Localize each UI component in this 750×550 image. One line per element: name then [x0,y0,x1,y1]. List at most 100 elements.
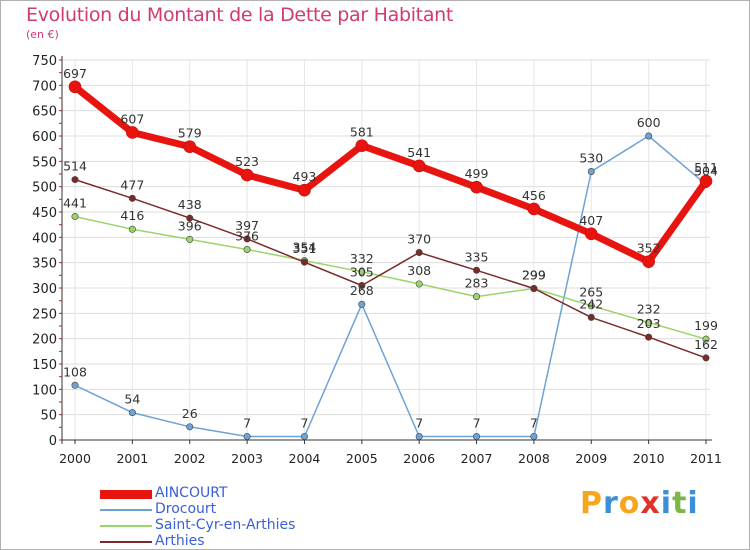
data-point [527,202,541,216]
data-point [186,235,194,243]
data-label: 299 [522,268,546,283]
data-label: 511 [694,160,718,175]
x-tick-label: 2005 [346,451,378,466]
data-label: 504 [694,164,718,179]
series-line-Drocourt [74,135,707,438]
data-point [470,180,483,194]
y-tick-label: 500 [32,181,57,196]
legend-swatch [100,489,152,499]
logo-letter: t [672,486,688,521]
data-label: 108 [63,364,87,379]
data-label: 54 [124,392,140,407]
x-tick-label: 2006 [403,451,435,466]
data-point [530,432,538,440]
x-tick-label: 2002 [174,451,206,466]
data-point [355,139,369,152]
tick-labels: 0 50 100 150 200 250 300 350 400 450 500 550 600 650 7… [32,54,722,466]
y-tick-label: 750 [32,54,57,69]
data-label: 370 [407,232,431,247]
data-label: 232 [637,301,661,316]
data-label: 354 [293,240,317,255]
x-tick-label: 2007 [461,451,493,466]
series-line-Saint-Cyr-en-Arthies [74,215,707,340]
data-point [699,174,713,188]
data-label: 335 [465,249,489,264]
data-point [71,176,79,184]
axes [59,56,712,444]
data-point [240,168,254,182]
data-point [128,194,136,202]
data-label: 600 [637,115,661,130]
y-tick-label: 200 [32,333,57,348]
series-lines [71,83,710,438]
x-tick-label: 2004 [289,451,321,466]
data-point [68,80,82,94]
y-tick-label: 550 [32,155,57,170]
x-tick-label: 2001 [116,451,148,466]
y-tick-label: 650 [32,105,57,120]
legend-label: Drocourt [155,501,217,517]
data-label: 607 [120,111,144,126]
data-point [415,432,423,440]
series-points [68,80,713,440]
data-label: 441 [63,196,87,211]
data-point [473,293,481,301]
data-label: 514 [63,159,87,174]
data-label: 477 [120,177,144,192]
data-label: 332 [350,251,374,266]
x-tick-label: 2000 [59,451,91,466]
data-label: 579 [178,126,202,141]
data-label: 523 [235,154,259,169]
data-label: 397 [235,218,259,233]
chart-title: Evolution du Montant de la Dette par Hab… [26,4,454,26]
data-point [645,333,653,341]
y-tick-label: 600 [32,130,57,145]
data-label: 7 [530,415,538,430]
data-point [702,335,710,343]
data-point [300,432,308,440]
data-label: 308 [407,263,431,278]
legend-label: Arthies [155,533,205,549]
y-tick-label: 50 [40,409,57,424]
y-tick-label: 0 [49,434,57,449]
data-label: 396 [178,218,202,233]
data-point [587,302,595,310]
data-label: 242 [579,296,603,311]
data-point [300,258,308,266]
data-label: 493 [293,169,317,184]
data-point [128,409,136,417]
data-label: 162 [694,337,718,352]
data-point [186,423,194,431]
data-point [358,300,366,308]
data-label: 305 [350,264,374,279]
data-label: 265 [579,285,603,300]
data-point [243,245,251,253]
data-point [645,132,653,140]
data-label: 499 [465,166,489,181]
x-tick-label: 2011 [690,451,722,466]
data-point [530,285,538,293]
x-tick-label: 2010 [633,451,665,466]
proxiti-logo: Proxiti [580,486,699,521]
legend-swatch [100,541,152,543]
legend-label: Saint-Cyr-en-Arthies [155,517,296,533]
legend-swatch [100,509,152,511]
data-label: 376 [235,228,259,243]
logo-letter: P [580,486,603,521]
data-label: 7 [243,415,251,430]
data-point [587,167,595,175]
data-label: 581 [350,125,374,140]
series-line-Arthies [74,178,707,359]
y-tick-label: 450 [32,206,57,221]
data-point [473,266,481,274]
data-point [183,140,197,153]
data-label: 7 [300,415,308,430]
data-label: 530 [579,150,603,165]
y-tick-label: 700 [32,79,57,94]
data-point [702,354,710,362]
data-label: 456 [522,188,546,203]
data-label: 351 [293,241,317,256]
y-tick-label: 400 [32,231,57,246]
series-line-AINCOURT [71,83,710,266]
